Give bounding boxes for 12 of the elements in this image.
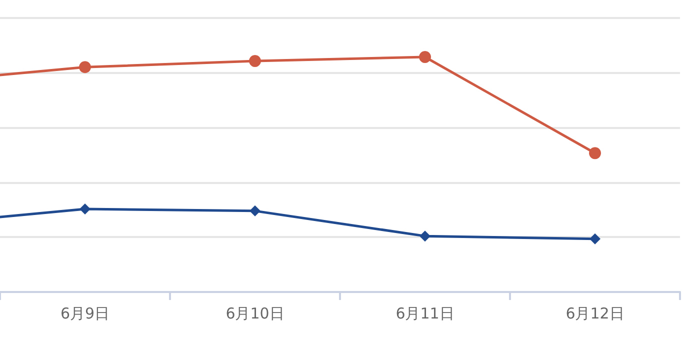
x-tick-label: 6月11日	[396, 304, 454, 322]
x-tick-label: 6月9日	[60, 304, 110, 322]
point	[250, 205, 260, 216]
point	[249, 55, 261, 67]
x-tick-label: 6月12日	[566, 304, 624, 322]
point	[419, 51, 431, 64]
point	[590, 233, 600, 244]
point	[420, 230, 430, 242]
point	[80, 204, 90, 215]
point	[79, 61, 91, 74]
x-tick-label: 6月10日	[226, 304, 284, 322]
point	[589, 147, 601, 160]
